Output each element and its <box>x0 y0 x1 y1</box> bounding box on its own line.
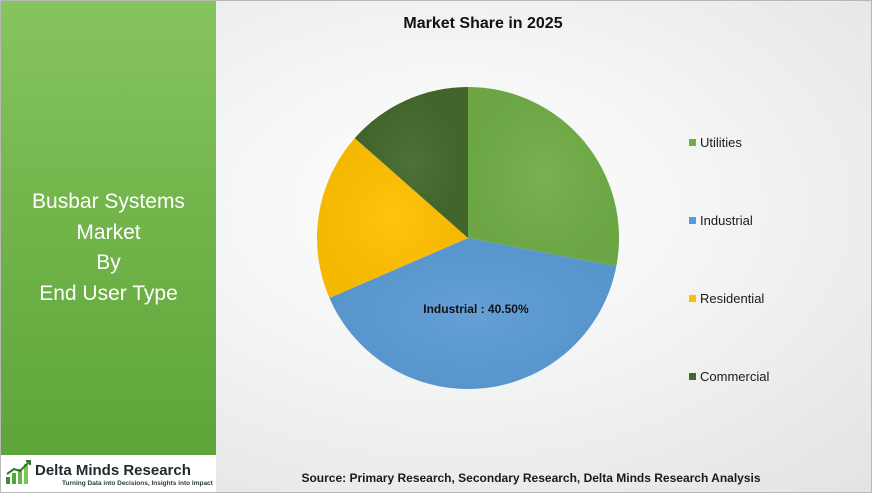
report-title: Busbar Systems Market By End User Type <box>1 187 216 309</box>
title-panel: Busbar Systems Market By End User Type D… <box>1 1 216 492</box>
company-logo: Delta Minds Research Turning Data into D… <box>1 455 216 492</box>
report-title-line: Market <box>76 220 141 244</box>
legend-swatch <box>689 139 696 146</box>
legend-label: Residential <box>700 291 765 306</box>
report-title-line: End User Type <box>39 281 178 305</box>
data-label-industrial: Industrial : 40.50% <box>423 302 529 316</box>
pie-slice-shading <box>329 238 617 390</box>
legend-swatch <box>689 295 696 302</box>
legend-label: Industrial <box>700 213 753 228</box>
logo-name: Delta Minds Research <box>35 462 191 479</box>
logo-tagline: Turning Data into Decisions, Insights in… <box>62 480 213 487</box>
report-title-line: By <box>96 251 121 274</box>
legend-label: Utilities <box>700 135 742 150</box>
report-title-line: Busbar Systems <box>32 190 185 213</box>
pie-slice-shading <box>317 138 468 298</box>
source-note: Source: Primary Research, Secondary Rese… <box>301 471 761 485</box>
chart-title: Market Share in 2025 <box>403 15 563 32</box>
legend-swatch <box>689 217 696 224</box>
legend-label: Commercial <box>700 369 770 384</box>
legend-swatch <box>689 373 696 380</box>
bar-chart-logo-icon <box>6 460 31 484</box>
pie-slice-shading <box>468 87 619 267</box>
pie-slice-shading <box>354 87 468 238</box>
pie-chart: Industrial : 40.50% <box>317 87 619 390</box>
